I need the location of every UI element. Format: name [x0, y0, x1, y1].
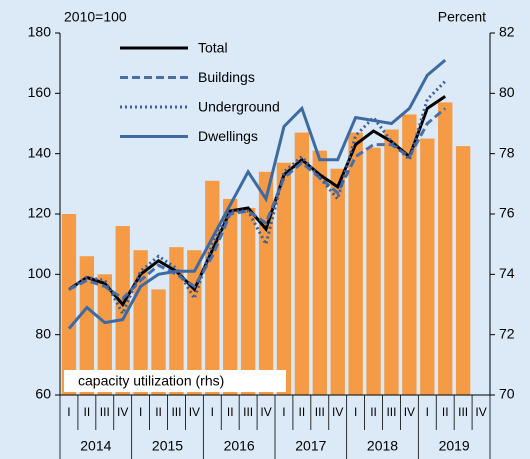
x-tick-label: IV — [260, 405, 271, 419]
legend-label: Buildings — [198, 69, 255, 85]
year-label: 2016 — [224, 438, 255, 454]
bar — [258, 171, 274, 395]
x-tick-label: II — [370, 405, 377, 419]
x-tick-label: IV — [332, 405, 343, 419]
x-tick-label: IV — [189, 405, 200, 419]
x-tick-label: III — [386, 405, 396, 419]
legend-label: capacity utilization (rhs) — [78, 373, 224, 389]
y2-tick-label: 70 — [499, 386, 515, 402]
bar — [312, 150, 327, 395]
y-tick-label: 180 — [28, 24, 52, 40]
year-label: 2017 — [295, 438, 326, 454]
x-tick-label: I — [282, 405, 285, 419]
legend-label: Dwellings — [198, 128, 258, 144]
x-tick-label: III — [171, 405, 181, 419]
bar — [276, 162, 292, 395]
x-tick-label: I — [354, 405, 357, 419]
bar — [240, 207, 256, 395]
y-tick-label: 100 — [28, 265, 52, 281]
x-tick-label: II — [442, 405, 449, 419]
year-label: 2019 — [439, 438, 470, 454]
x-tick-label: I — [67, 405, 70, 419]
bar — [420, 138, 435, 396]
year-label: 2018 — [367, 438, 398, 454]
y2-tick-label: 82 — [499, 24, 515, 40]
bar — [169, 247, 184, 395]
x-tick-label: III — [315, 405, 325, 419]
x-tick-label: III — [243, 405, 253, 419]
legend-box — [64, 370, 286, 392]
y2-tick-label: 76 — [499, 205, 515, 221]
x-tick-label: IV — [475, 405, 486, 419]
bar — [348, 132, 363, 396]
year-label: 2014 — [80, 438, 111, 454]
bar — [61, 214, 77, 395]
bar — [330, 168, 345, 395]
legend-label: Underground — [198, 99, 280, 115]
y2-tick-label: 80 — [499, 84, 515, 100]
bar — [294, 132, 310, 396]
x-tick-label: I — [139, 405, 142, 419]
line — [68, 107, 447, 301]
y-tick-label: 80 — [35, 325, 51, 341]
bar — [133, 250, 148, 395]
y-tick-label: 140 — [28, 144, 52, 160]
y2-axis-label: Percent — [438, 9, 486, 25]
y2-tick-label: 78 — [499, 144, 515, 160]
bar — [79, 256, 95, 395]
x-tick-label: III — [458, 405, 468, 419]
bar — [151, 289, 166, 395]
y-tick-label: 60 — [35, 386, 51, 402]
x-tick-label: I — [211, 405, 214, 419]
bar — [402, 114, 417, 395]
line — [67, 58, 447, 330]
x-tick-label: II — [155, 405, 162, 419]
x-tick-label: III — [100, 405, 110, 419]
x-tick-label: II — [299, 405, 306, 419]
y2-tick-label: 74 — [499, 265, 515, 281]
bar — [223, 198, 238, 395]
bar — [205, 180, 220, 395]
bar — [438, 102, 453, 395]
x-tick-label: IV — [117, 405, 128, 419]
bar — [384, 129, 399, 396]
x-tick-label: II — [84, 405, 91, 419]
bar — [97, 274, 112, 395]
bar — [366, 147, 381, 395]
year-label: 2015 — [152, 438, 183, 454]
bar — [455, 146, 471, 395]
x-tick-label: I — [426, 405, 429, 419]
y-axis-label: 2010=100 — [64, 9, 127, 25]
x-tick-label: II — [227, 405, 234, 419]
line — [68, 80, 447, 318]
legend-label: Total — [198, 40, 228, 56]
y-tick-label: 160 — [28, 84, 52, 100]
y2-tick-label: 72 — [499, 325, 515, 341]
y-tick-label: 120 — [28, 205, 52, 221]
x-tick-label: IV — [404, 405, 415, 419]
